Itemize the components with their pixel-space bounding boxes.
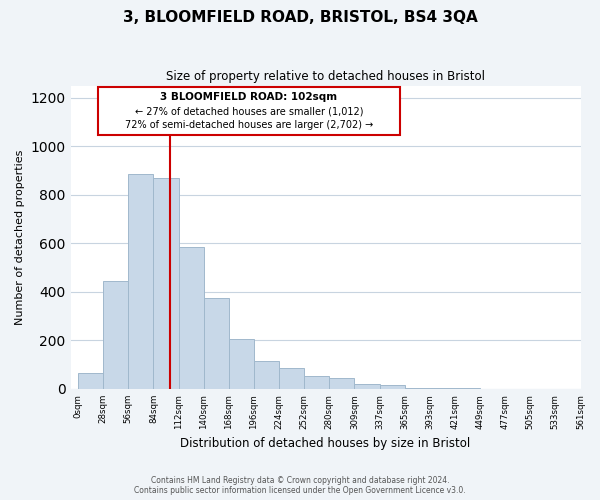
Bar [203,298,229,389]
Bar [430,388,455,389]
Text: 72% of semi-detached houses are larger (2,702) →: 72% of semi-detached houses are larger (… [125,120,373,130]
Title: Size of property relative to detached houses in Bristol: Size of property relative to detached ho… [166,70,485,83]
Bar [103,281,128,389]
FancyBboxPatch shape [98,87,400,136]
Bar [229,339,254,389]
Bar [154,178,179,389]
Bar [380,386,404,389]
Bar [355,384,380,389]
Y-axis label: Number of detached properties: Number of detached properties [15,150,25,325]
Bar [254,361,279,389]
Bar [304,376,329,389]
Bar [404,388,430,389]
Text: 3, BLOOMFIELD ROAD, BRISTOL, BS4 3QA: 3, BLOOMFIELD ROAD, BRISTOL, BS4 3QA [122,10,478,25]
Bar [78,373,103,389]
Text: ← 27% of detached houses are smaller (1,012): ← 27% of detached houses are smaller (1,… [134,106,363,116]
X-axis label: Distribution of detached houses by size in Bristol: Distribution of detached houses by size … [181,437,470,450]
Text: 3 BLOOMFIELD ROAD: 102sqm: 3 BLOOMFIELD ROAD: 102sqm [160,92,337,102]
Bar [179,247,203,389]
Text: Contains HM Land Registry data © Crown copyright and database right 2024.
Contai: Contains HM Land Registry data © Crown c… [134,476,466,495]
Bar [279,368,304,389]
Bar [329,378,355,389]
Bar [128,174,154,389]
